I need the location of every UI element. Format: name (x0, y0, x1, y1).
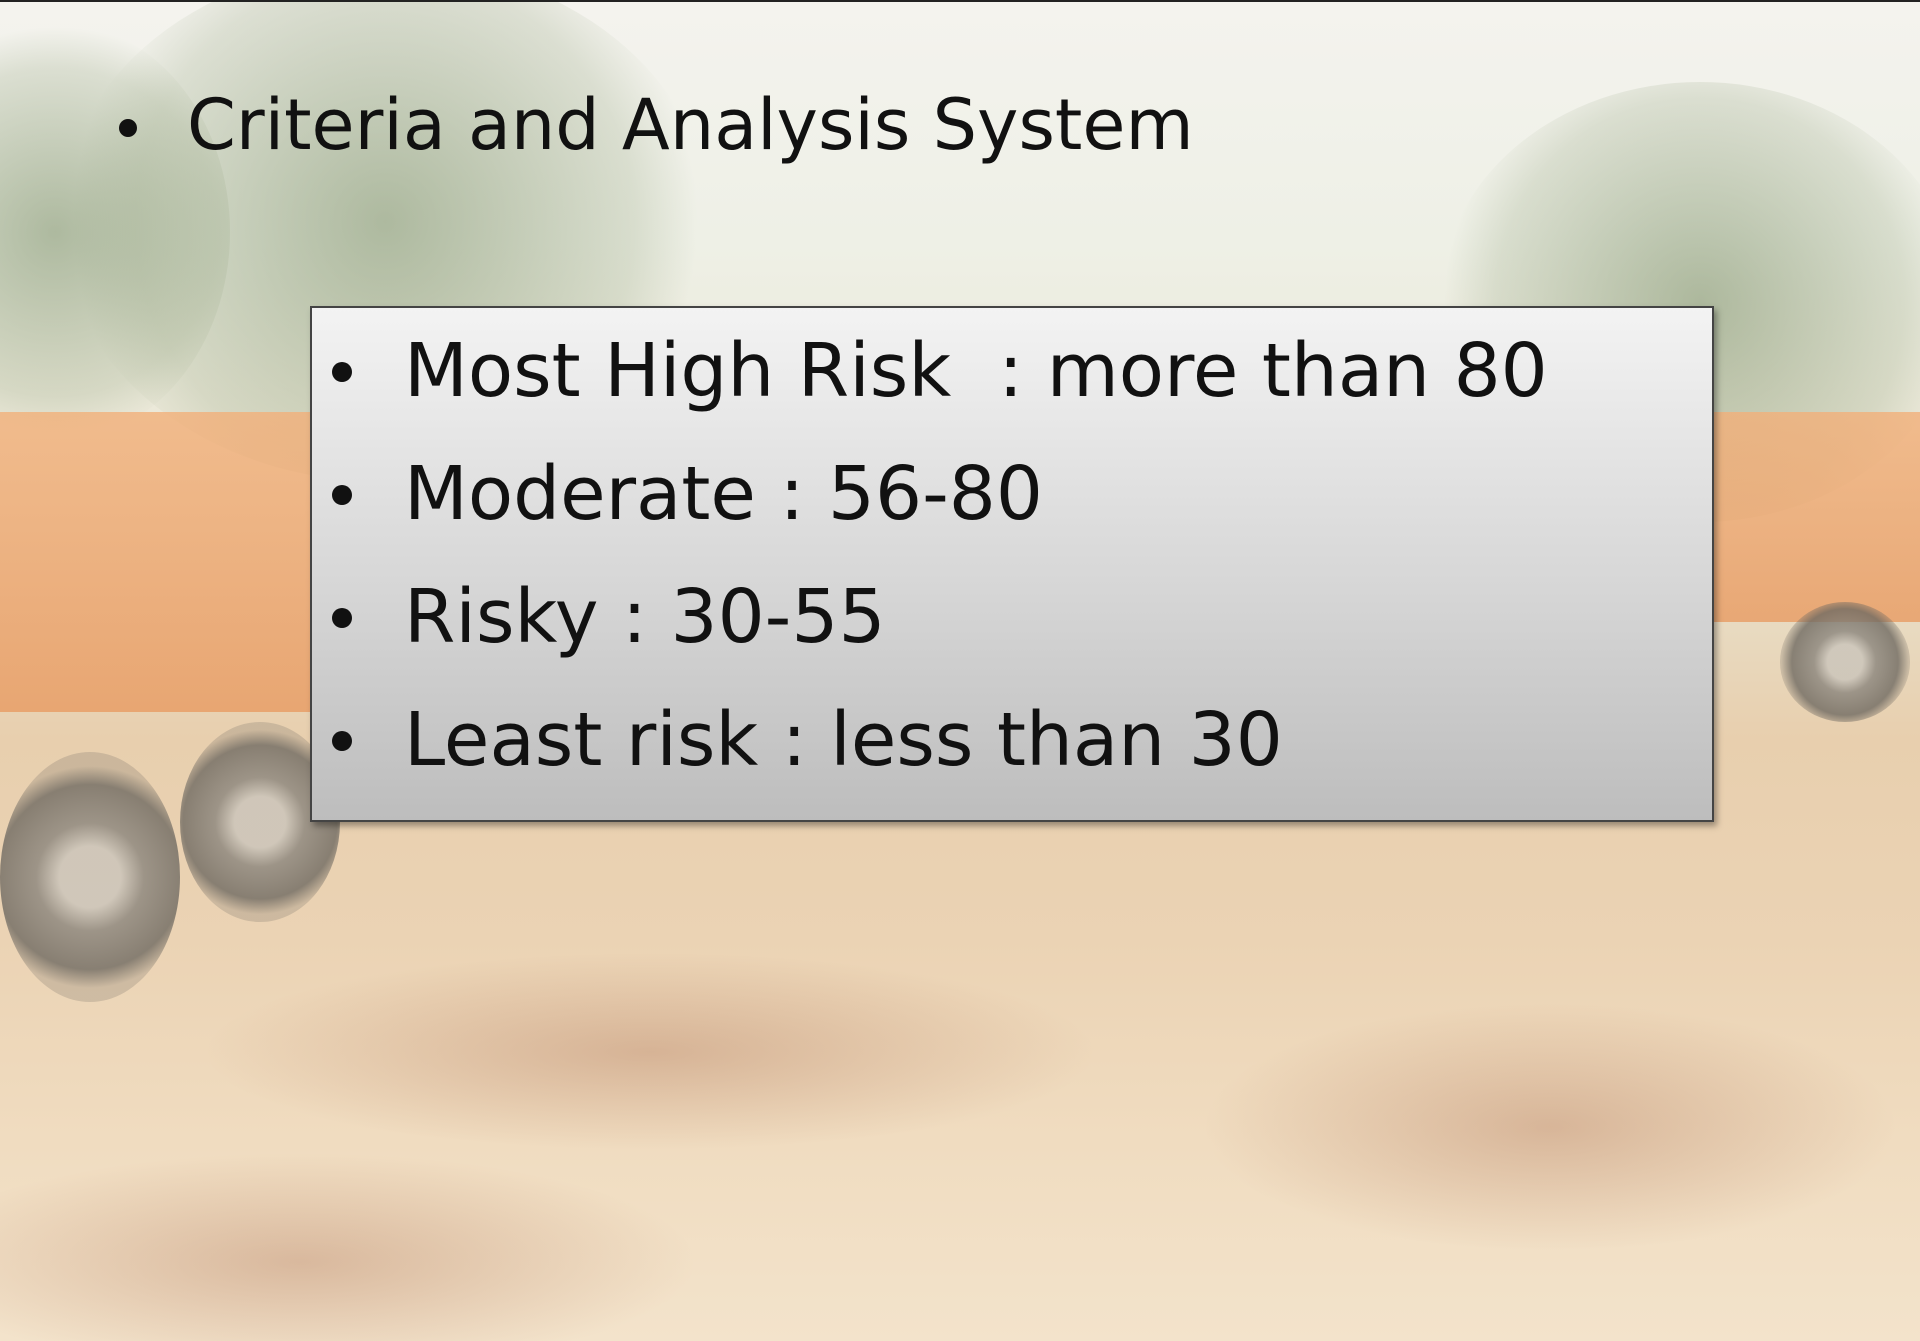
criteria-item: Moderate : 56-80 (404, 457, 1043, 531)
background-wheel (1780, 602, 1910, 722)
criteria-item: Most High Risk : more than 80 (404, 334, 1548, 408)
criteria-item: Risky : 30-55 (404, 580, 886, 654)
criteria-box: Most High Risk : more than 80 Moderate : … (310, 306, 1714, 822)
bullet (332, 485, 352, 505)
slide-heading: Criteria and Analysis System (187, 84, 1194, 166)
background-wheel (0, 752, 180, 1002)
slide: Criteria and Analysis System Most High R… (0, 0, 1920, 1341)
background-truck (0, 412, 320, 712)
bullet (119, 119, 137, 137)
background-ground (1200, 1002, 1900, 1252)
background-truck (1700, 412, 1920, 622)
bullet (332, 731, 352, 751)
bullet (332, 362, 352, 382)
criteria-item: Least risk : less than 30 (404, 703, 1283, 777)
bullet (332, 608, 352, 628)
background-ground (200, 952, 1100, 1152)
background-ground (0, 1152, 700, 1341)
